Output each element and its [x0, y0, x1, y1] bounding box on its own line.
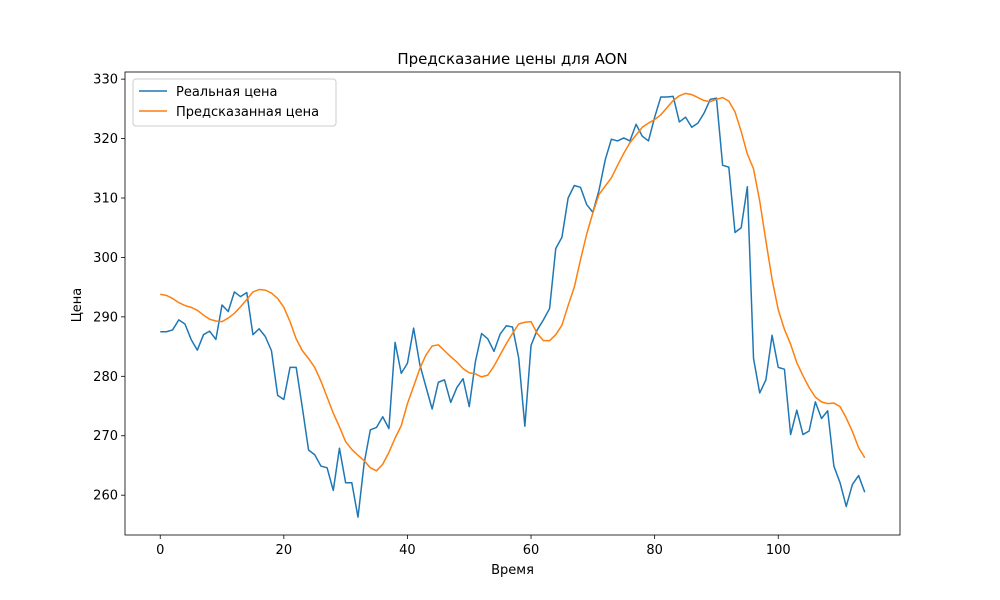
x-tick-label: 80 [646, 543, 663, 558]
y-tick-label: 330 [93, 73, 118, 88]
plot-frame [124, 71, 901, 536]
x-tick-label: 0 [156, 543, 164, 558]
y-axis-ticks: 260 270 280 290 300 310 320 330 [93, 73, 125, 504]
legend-box [132, 78, 337, 127]
y-tick-label: 260 [93, 489, 118, 504]
plot-background [125, 72, 900, 535]
x-tick-label: 100 [766, 543, 791, 558]
plot-area [124, 71, 901, 536]
legend-label-1: Реальная цена [176, 85, 278, 100]
y-tick-label: 320 [93, 132, 118, 147]
chart-title: Предсказание цены для AON [397, 50, 627, 68]
y-axis-label: Цена [70, 288, 85, 323]
x-axis-ticks: 0 20 40 60 80 100 [156, 535, 791, 558]
series-line-1 [160, 95, 866, 518]
y-tick-label: 270 [93, 429, 118, 444]
y-tick-label: 280 [93, 370, 118, 385]
x-tick-label: 20 [276, 543, 293, 558]
series-line-2 [160, 92, 866, 472]
x-tick-label: 40 [399, 543, 416, 558]
x-axis-label: Время [491, 563, 534, 578]
y-tick-label: 290 [93, 310, 118, 325]
legend-label-2: Предсказанная цена [176, 105, 319, 120]
x-tick-label: 60 [523, 543, 540, 558]
legend: Реальная цена Предсказанная цена [132, 78, 337, 127]
y-tick-label: 300 [93, 251, 118, 266]
y-tick-label: 310 [93, 192, 118, 207]
